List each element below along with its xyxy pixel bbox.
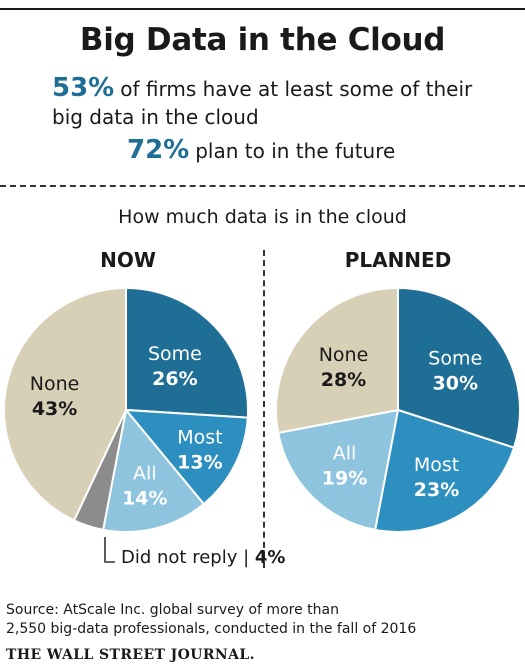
source-line-1: Source: AtScale Inc. global survey of mo… [6, 602, 339, 618]
planned-heading: PLANNED [344, 248, 452, 272]
now-slice-some [125, 286, 249, 419]
did-not-reply-callout: Did not reply | 4% [121, 547, 286, 568]
planned-label-none: None [319, 344, 369, 366]
planned-slice-all [276, 408, 400, 532]
did-not-reply-label: Did not reply [121, 547, 238, 568]
now-slice-all [101, 407, 206, 533]
did-not-reply-value: 4% [254, 547, 286, 568]
planned-value-most: 23% [414, 479, 459, 501]
source-line-2: 2,550 big-data professionals, conducted … [6, 621, 417, 637]
now-label-all: All [133, 462, 157, 484]
now-slice-none [3, 286, 127, 522]
did-not-reply-leader [104, 537, 115, 563]
now-label-most: Most [177, 427, 222, 449]
now-value-some: 26% [152, 368, 197, 390]
now-label-none: None [30, 373, 80, 395]
now-label-some: Some [148, 343, 202, 365]
top-rule [0, 8, 525, 10]
now-value-all: 14% [122, 487, 167, 509]
column-divider [263, 250, 265, 568]
planned-label-most: Most [414, 454, 459, 476]
planned-value-some: 30% [433, 372, 478, 394]
planned-slice-none [275, 286, 399, 435]
stat-current-text-line1: of firms have at least some of their [120, 77, 473, 101]
planned-value-all: 19% [322, 467, 367, 489]
planned-slice-most [373, 408, 516, 533]
source-note: Source: AtScale Inc. global survey of mo… [6, 601, 416, 639]
chart-title: Big Data in the Cloud [79, 22, 446, 58]
stat-current: 53% of firms have at least some of their … [52, 74, 512, 131]
pie-charts: Some 26% Most 13% All 14% None 43% Some 30% Most 2… [3, 286, 521, 563]
section-divider [0, 185, 525, 187]
now-slice-most [123, 408, 249, 506]
publisher-logo: THE WALL STREET JOURNAL. [6, 647, 255, 663]
stat-future-text: plan to in the future [195, 139, 396, 163]
planned-label-all: All [333, 442, 357, 464]
stat-current-text-line2: big data in the cloud [52, 105, 259, 129]
now-heading: NOW [100, 248, 156, 272]
now-value-most: 13% [177, 452, 222, 474]
planned-value-none: 28% [321, 369, 366, 391]
now-value-none: 43% [32, 398, 77, 420]
planned-label-some: Some [428, 347, 482, 369]
stat-current-value: 53% [52, 73, 115, 103]
chart-subtitle: How much data is in the cloud [118, 206, 407, 228]
stat-future-value: 72% [127, 135, 190, 165]
pie-planned: Some 30% Most 23% All 19% None 28% [275, 286, 521, 533]
planned-slice-some [397, 286, 521, 449]
pie-now: Some 26% Most 13% All 14% None 43% [3, 286, 249, 533]
stat-future: 72% plan to in the future [127, 136, 525, 165]
